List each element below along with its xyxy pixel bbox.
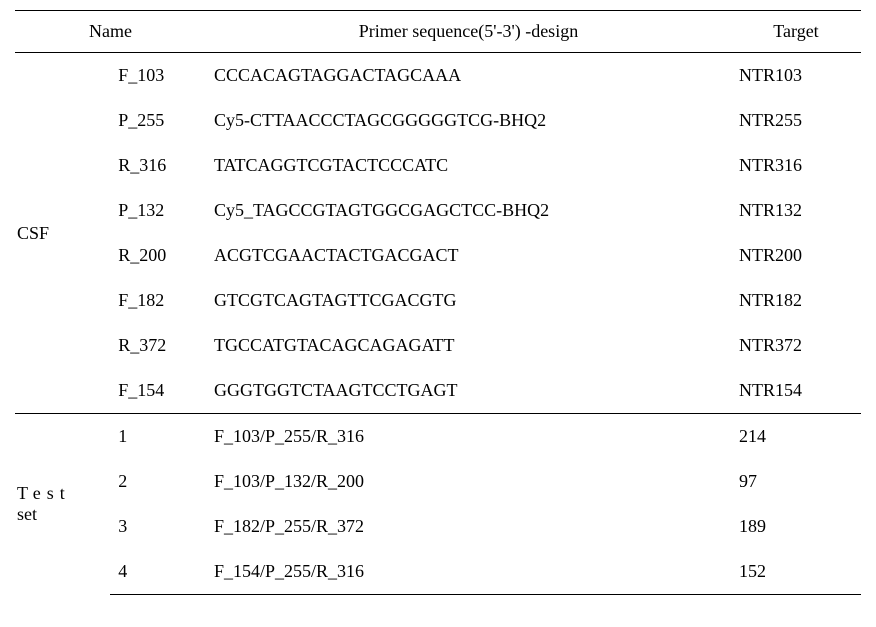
- primer-seq: Cy5-CTTAACCCTAGCGGGGGTCG-BHQ2: [206, 98, 731, 143]
- primer-target: 152: [731, 549, 861, 595]
- primer-table: Name Primer sequence(5'-3') -design Targ…: [15, 10, 861, 595]
- primer-id: F_154: [110, 368, 206, 414]
- table-row: R_372 TGCCATGTACAGCAGAGATT NTR372: [15, 323, 861, 368]
- primer-target: NTR255: [731, 98, 861, 143]
- primer-seq: TATCAGGTCGTACTCCCATC: [206, 143, 731, 188]
- table-row: P_255 Cy5-CTTAACCCTAGCGGGGGTCG-BHQ2 NTR2…: [15, 98, 861, 143]
- primer-id: 4: [110, 549, 206, 595]
- table-row: R_200 ACGTCGAACTACTGACGACT NTR200: [15, 233, 861, 278]
- group-label-csf: CSF: [15, 53, 110, 414]
- primer-target: NTR132: [731, 188, 861, 233]
- primer-target: NTR154: [731, 368, 861, 414]
- group-label-line2: set: [17, 504, 37, 524]
- table-row: R_316 TATCAGGTCGTACTCCCATC NTR316: [15, 143, 861, 188]
- primer-id: R_316: [110, 143, 206, 188]
- header-row: Name Primer sequence(5'-3') -design Targ…: [15, 11, 861, 53]
- primer-id: F_103: [110, 53, 206, 99]
- primer-seq: GGGTGGTCTAAGTCCTGAGT: [206, 368, 731, 414]
- primer-target: NTR316: [731, 143, 861, 188]
- primer-seq: F_154/P_255/R_316: [206, 549, 731, 595]
- primer-id: 2: [110, 459, 206, 504]
- table-row: 4 F_154/P_255/R_316 152: [15, 549, 861, 595]
- table-row: Test set 1 F_103/P_255/R_316 214: [15, 414, 861, 460]
- primer-seq: ACGTCGAACTACTGACGACT: [206, 233, 731, 278]
- header-sequence: Primer sequence(5'-3') -design: [206, 11, 731, 53]
- primer-id: R_372: [110, 323, 206, 368]
- primer-target: NTR182: [731, 278, 861, 323]
- primer-seq: F_103/P_132/R_200: [206, 459, 731, 504]
- primer-target: NTR103: [731, 53, 861, 99]
- primer-seq: CCCACAGTAGGACTAGCAAA: [206, 53, 731, 99]
- table-row: P_132 Cy5_TAGCCGTAGTGGCGAGCTCC-BHQ2 NTR1…: [15, 188, 861, 233]
- group-label-line1: Test: [17, 483, 71, 503]
- header-name: Name: [15, 11, 206, 53]
- table-row: F_182 GTCGTCAGTAGTTCGACGTG NTR182: [15, 278, 861, 323]
- header-target: Target: [731, 11, 861, 53]
- table-row: 2 F_103/P_132/R_200 97: [15, 459, 861, 504]
- primer-target: NTR200: [731, 233, 861, 278]
- primer-seq: TGCCATGTACAGCAGAGATT: [206, 323, 731, 368]
- primer-id: 1: [110, 414, 206, 460]
- primer-target: 189: [731, 504, 861, 549]
- primer-seq: F_182/P_255/R_372: [206, 504, 731, 549]
- primer-id: P_255: [110, 98, 206, 143]
- primer-id: R_200: [110, 233, 206, 278]
- primer-seq: Cy5_TAGCCGTAGTGGCGAGCTCC-BHQ2: [206, 188, 731, 233]
- primer-seq: F_103/P_255/R_316: [206, 414, 731, 460]
- table-row: F_154 GGGTGGTCTAAGTCCTGAGT NTR154: [15, 368, 861, 414]
- table-body: CSF F_103 CCCACAGTAGGACTAGCAAA NTR103 P_…: [15, 53, 861, 595]
- table-row: CSF F_103 CCCACAGTAGGACTAGCAAA NTR103: [15, 53, 861, 99]
- primer-id: 3: [110, 504, 206, 549]
- primer-seq: GTCGTCAGTAGTTCGACGTG: [206, 278, 731, 323]
- primer-id: P_132: [110, 188, 206, 233]
- primer-target: 214: [731, 414, 861, 460]
- primer-target: NTR372: [731, 323, 861, 368]
- primer-target: 97: [731, 459, 861, 504]
- primer-id: F_182: [110, 278, 206, 323]
- table-row: 3 F_182/P_255/R_372 189: [15, 504, 861, 549]
- group-label-testset: Test set: [15, 414, 110, 595]
